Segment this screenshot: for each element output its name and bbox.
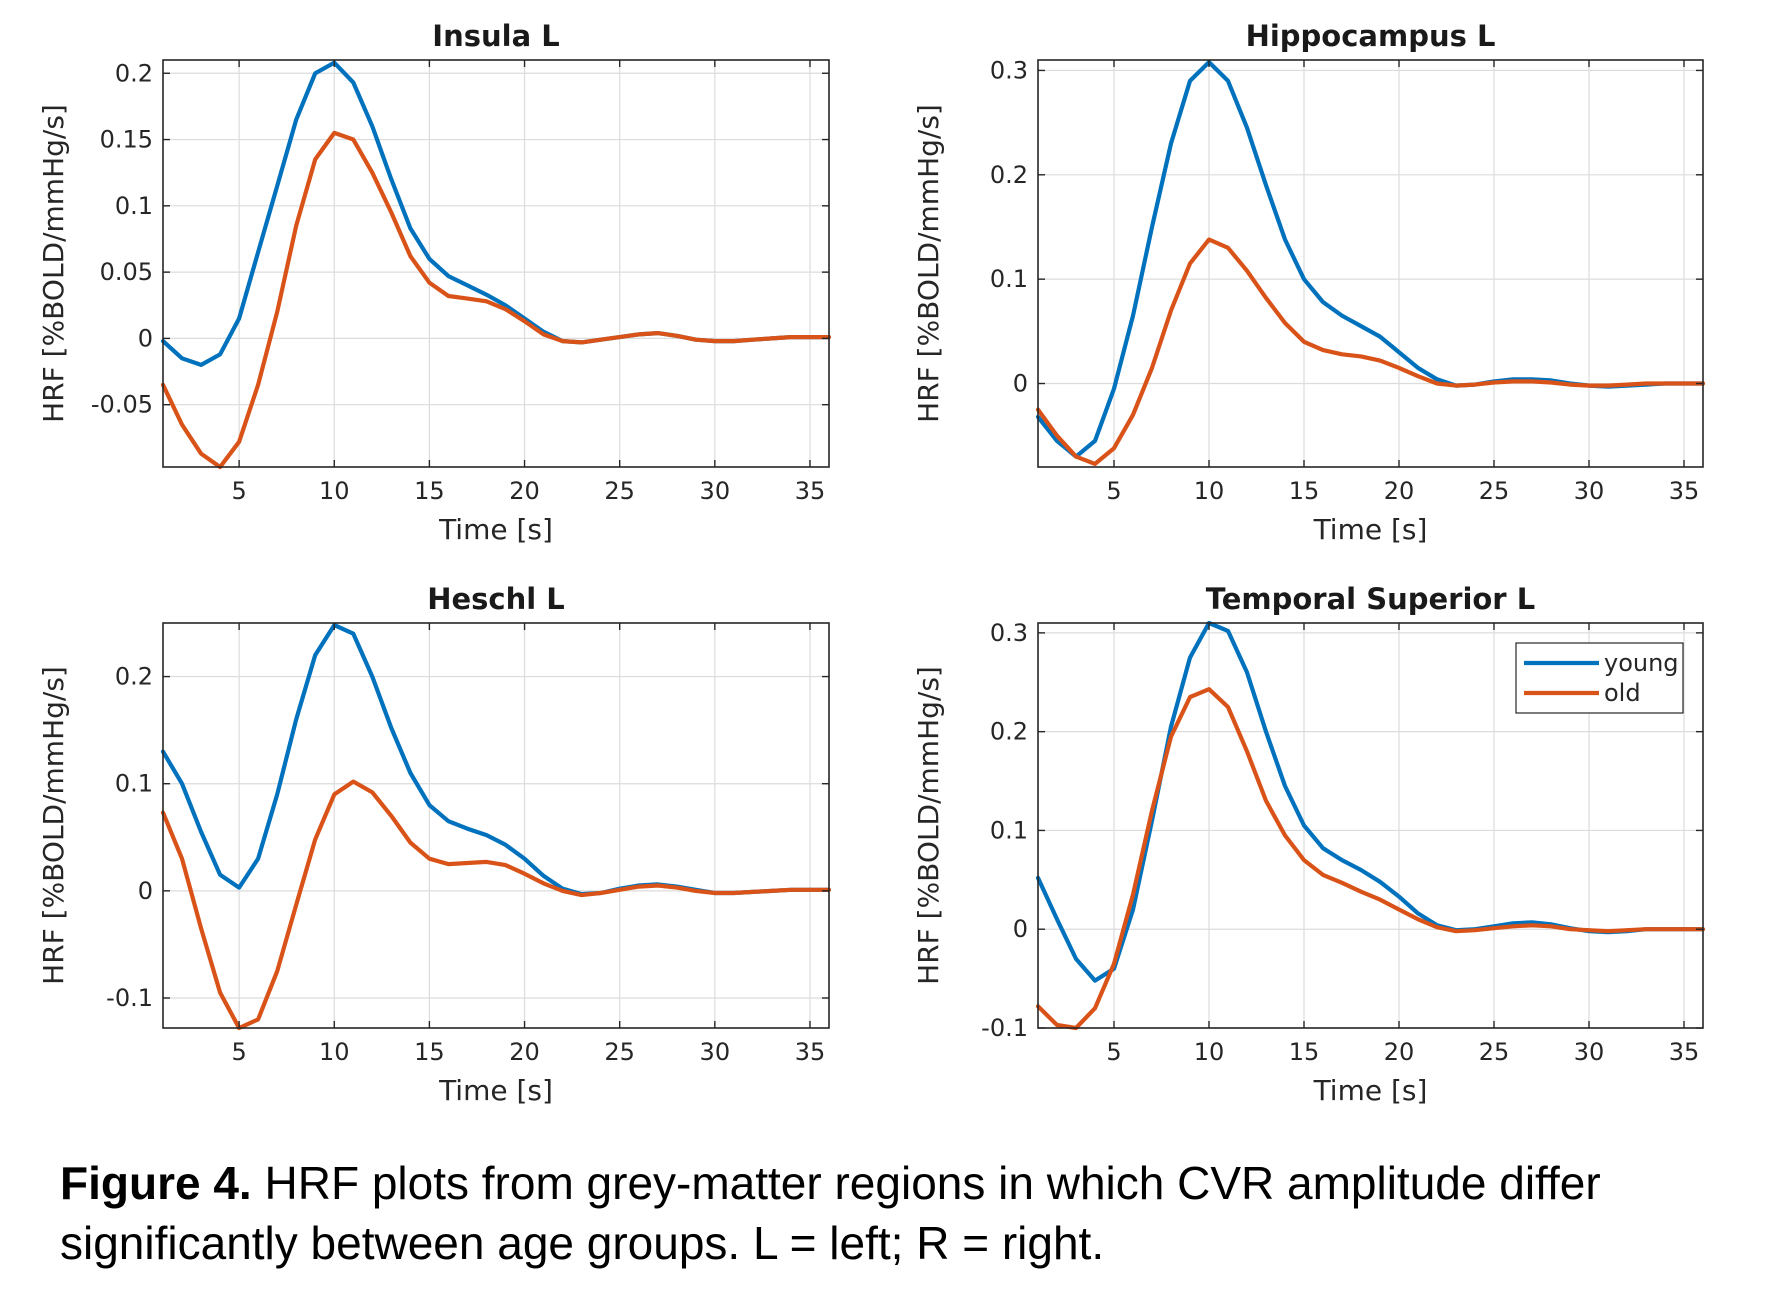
y-tick-label: 0.05: [100, 258, 153, 286]
x-axis-label: Time [s]: [1313, 513, 1428, 546]
series-line-old: [1035, 687, 1706, 1031]
x-tick-label: 15: [414, 477, 445, 505]
y-tick-label: 0.1: [990, 265, 1028, 293]
x-tick-label: 10: [1194, 1038, 1225, 1066]
x-tick-label: 25: [604, 1038, 635, 1066]
x-tick-label: 30: [1574, 477, 1605, 505]
plot-area: [163, 60, 829, 467]
x-tick-label: 35: [1669, 477, 1700, 505]
x-tick-label: 30: [700, 477, 731, 505]
x-tick-label: 35: [795, 1038, 826, 1066]
x-tick-label: 25: [604, 477, 635, 505]
plot-area: [1038, 60, 1703, 467]
y-tick-label: 0: [1013, 915, 1028, 943]
chart-panel-4: 5 10 15 20 25 30 35 -0.1 0 0.1 0.2 0.3 Temporal Supe…: [912, 582, 1706, 1107]
chart-panel-1: 5 10 15 20 25 30 35 -0.05 0 0.05 0.1 0.15 0.2 Insula …: [37, 19, 832, 546]
y-tick-label: 0.2: [990, 161, 1028, 189]
chart-title: Temporal Superior L: [1206, 582, 1535, 616]
y-axis-label: HRF [%BOLD/mmHg/s]: [37, 104, 70, 423]
x-tick-label: 15: [1289, 477, 1320, 505]
figure-svg: 5 10 15 20 25 30 35-0.0500.050.10.150.2Insula …: [37, 19, 1706, 1107]
y-tick-label: 0.2: [115, 59, 153, 87]
x-tick-label: 15: [414, 1038, 445, 1066]
x-tick-label: 20: [509, 477, 540, 505]
y-tick-label: -0.05: [91, 391, 153, 419]
x-tick-label: 10: [1194, 477, 1225, 505]
plot-area: [163, 623, 829, 1028]
x-tick-label: 10: [319, 477, 350, 505]
axes-box: [1037, 59, 1704, 468]
x-tick-label: 25: [1479, 477, 1510, 505]
legend-label-young: young: [1604, 649, 1679, 677]
x-tick-label: 30: [700, 1038, 731, 1066]
y-tick-label: -0.1: [106, 984, 153, 1012]
chart-title: Heschl L: [427, 582, 565, 616]
x-tick-label: 35: [1669, 1038, 1700, 1066]
figure-panels: 5 10 15 20 25 30 35 -0.05 0 0.05 0.1 0.15 0.2 Insula …: [37, 19, 1706, 1107]
y-tick-label: 0.2: [115, 663, 153, 691]
x-tick-label: 5: [231, 477, 246, 505]
legend-box: [1515, 642, 1684, 714]
caption-label: Figure 4.: [60, 1157, 252, 1209]
x-tick-label: 20: [1384, 477, 1415, 505]
y-tick-label: 0.15: [100, 126, 153, 154]
axes-box: [162, 59, 830, 468]
x-tick-label: 20: [1384, 1038, 1415, 1066]
y-tick-label: 0.1: [115, 192, 153, 220]
x-tick-label: 20: [509, 1038, 540, 1066]
y-axis-label: HRF [%BOLD/mmHg/s]: [912, 666, 945, 985]
x-axis-label: Time [s]: [1313, 1074, 1428, 1107]
x-tick-label: 10: [319, 1038, 350, 1066]
series-line-old: [160, 779, 832, 1031]
y-tick-label: 0.2: [990, 718, 1028, 746]
chart-panel-3: 5 10 15 20 25 30 35 -0.1 0 0.1 0.2 Heschl L Time [s]…: [37, 582, 832, 1107]
y-tick-label: 0: [138, 877, 153, 905]
chart-title: Hippocampus L: [1246, 19, 1496, 53]
figure-caption: Figure 4. HRF plots from grey-matter reg…: [60, 1153, 1760, 1273]
y-tick-label: -0.1: [981, 1014, 1028, 1042]
series-line-old: [160, 130, 832, 470]
legend-label-old: old: [1604, 679, 1641, 707]
series-line-old: [1035, 237, 1706, 466]
axes-box: [162, 622, 830, 1029]
x-tick-label: 5: [231, 1038, 246, 1066]
chart-panel-2: 5 10 15 20 25 30 35 0 0.1 0.2 0.3 Hippocampus L Time…: [912, 19, 1706, 546]
caption-text: HRF plots from grey-matter regions in wh…: [60, 1157, 1601, 1269]
chart-title: Insula L: [432, 19, 559, 53]
axes-box: [1037, 622, 1704, 1029]
x-axis-label: Time [s]: [438, 1074, 553, 1107]
x-tick-label: 30: [1574, 1038, 1605, 1066]
y-axis-label: HRF [%BOLD/mmHg/s]: [37, 666, 70, 985]
y-tick-label: 0.3: [990, 619, 1028, 647]
x-tick-label: 5: [1106, 477, 1121, 505]
x-tick-label: 5: [1106, 1038, 1121, 1066]
x-axis-label: Time [s]: [438, 513, 553, 546]
y-axis-label: HRF [%BOLD/mmHg/s]: [912, 104, 945, 423]
x-tick-label: 25: [1479, 1038, 1510, 1066]
y-tick-label: 0.1: [115, 770, 153, 798]
y-tick-label: 0.3: [990, 56, 1028, 84]
x-tick-label: 15: [1289, 1038, 1320, 1066]
y-tick-label: 0.1: [990, 816, 1028, 844]
x-tick-label: 35: [795, 477, 826, 505]
y-tick-label: 0: [1013, 370, 1028, 398]
y-tick-label: 0: [138, 324, 153, 352]
